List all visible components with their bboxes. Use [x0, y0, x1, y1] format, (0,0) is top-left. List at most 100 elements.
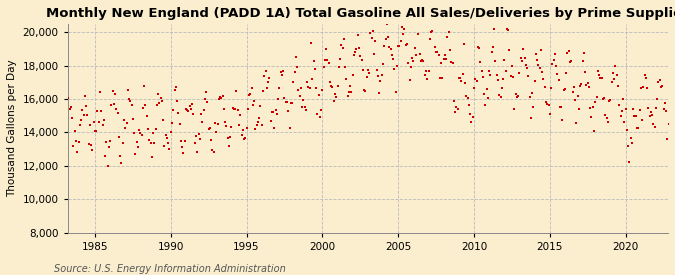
Point [151, 127, 161, 131]
Point [110, 92, 121, 96]
Point [244, 93, 254, 98]
Point [280, 100, 291, 104]
Point [254, 116, 265, 120]
Point [294, 94, 305, 98]
Point [111, 107, 122, 111]
Point [306, 41, 317, 45]
Point [439, 53, 450, 57]
Point [229, 106, 240, 111]
Point [389, 67, 400, 71]
Point [566, 58, 576, 63]
Point [662, 137, 673, 141]
Point [428, 18, 439, 22]
Point [464, 103, 475, 107]
Point [433, 53, 444, 57]
Point [570, 98, 580, 103]
Point [392, 64, 402, 68]
Point [125, 98, 136, 103]
Point [113, 135, 124, 139]
Point [438, 57, 449, 62]
Point [419, 73, 430, 78]
Point [539, 84, 550, 89]
Point [608, 70, 618, 75]
Point [357, 68, 368, 73]
Point [61, 120, 72, 125]
Point [603, 119, 614, 124]
Point [664, 130, 675, 134]
Point [70, 129, 80, 133]
Point [619, 120, 630, 125]
Point [297, 105, 308, 109]
Point [284, 126, 295, 130]
Point [264, 76, 275, 80]
Point [649, 125, 660, 129]
Point [149, 141, 160, 145]
Point [493, 78, 504, 82]
Point [158, 117, 169, 122]
Point [661, 109, 672, 113]
Point [635, 86, 646, 90]
Point [207, 148, 218, 153]
Point [135, 131, 146, 136]
Point [583, 81, 593, 85]
Point [586, 115, 597, 119]
Point [402, 42, 412, 46]
Point [593, 69, 603, 73]
Point [232, 108, 243, 112]
Point [338, 37, 349, 42]
Point [177, 145, 188, 150]
Point [519, 55, 530, 60]
Point [93, 120, 104, 125]
Point [557, 117, 568, 122]
Point [526, 91, 537, 95]
Point [274, 86, 285, 90]
Point [256, 122, 267, 127]
Point [648, 122, 659, 126]
Point [215, 95, 225, 99]
Point [219, 119, 230, 124]
Point [491, 73, 502, 77]
Point [323, 61, 334, 65]
Point [495, 95, 506, 99]
Point [299, 105, 310, 109]
Point [155, 96, 166, 101]
Point [597, 97, 608, 101]
Point [623, 144, 634, 148]
Point [387, 53, 398, 57]
Point [486, 50, 497, 54]
Point [587, 105, 598, 109]
Point [154, 101, 165, 106]
Point [277, 72, 288, 77]
Point [126, 103, 137, 108]
Point [642, 86, 653, 90]
Point [524, 95, 535, 99]
Point [549, 52, 560, 57]
Point [72, 150, 82, 155]
Point [239, 137, 250, 141]
Point [348, 53, 359, 57]
Point [292, 64, 302, 69]
Point [99, 118, 109, 122]
Point [455, 76, 466, 80]
Point [454, 76, 464, 80]
Point [68, 144, 79, 148]
Point [503, 28, 514, 32]
Point [140, 103, 151, 107]
Point [322, 57, 333, 62]
Point [489, 27, 500, 31]
Point [468, 86, 479, 90]
Point [626, 141, 637, 145]
Point [132, 145, 143, 150]
Point [134, 127, 144, 132]
Point [367, 29, 378, 33]
Point [267, 110, 277, 115]
Point [370, 39, 381, 44]
Point [67, 116, 78, 120]
Point [120, 125, 131, 130]
Point [345, 83, 356, 88]
Point [348, 73, 358, 77]
Point [230, 107, 240, 111]
Point [652, 97, 663, 102]
Point [564, 60, 575, 64]
Point [270, 108, 281, 112]
